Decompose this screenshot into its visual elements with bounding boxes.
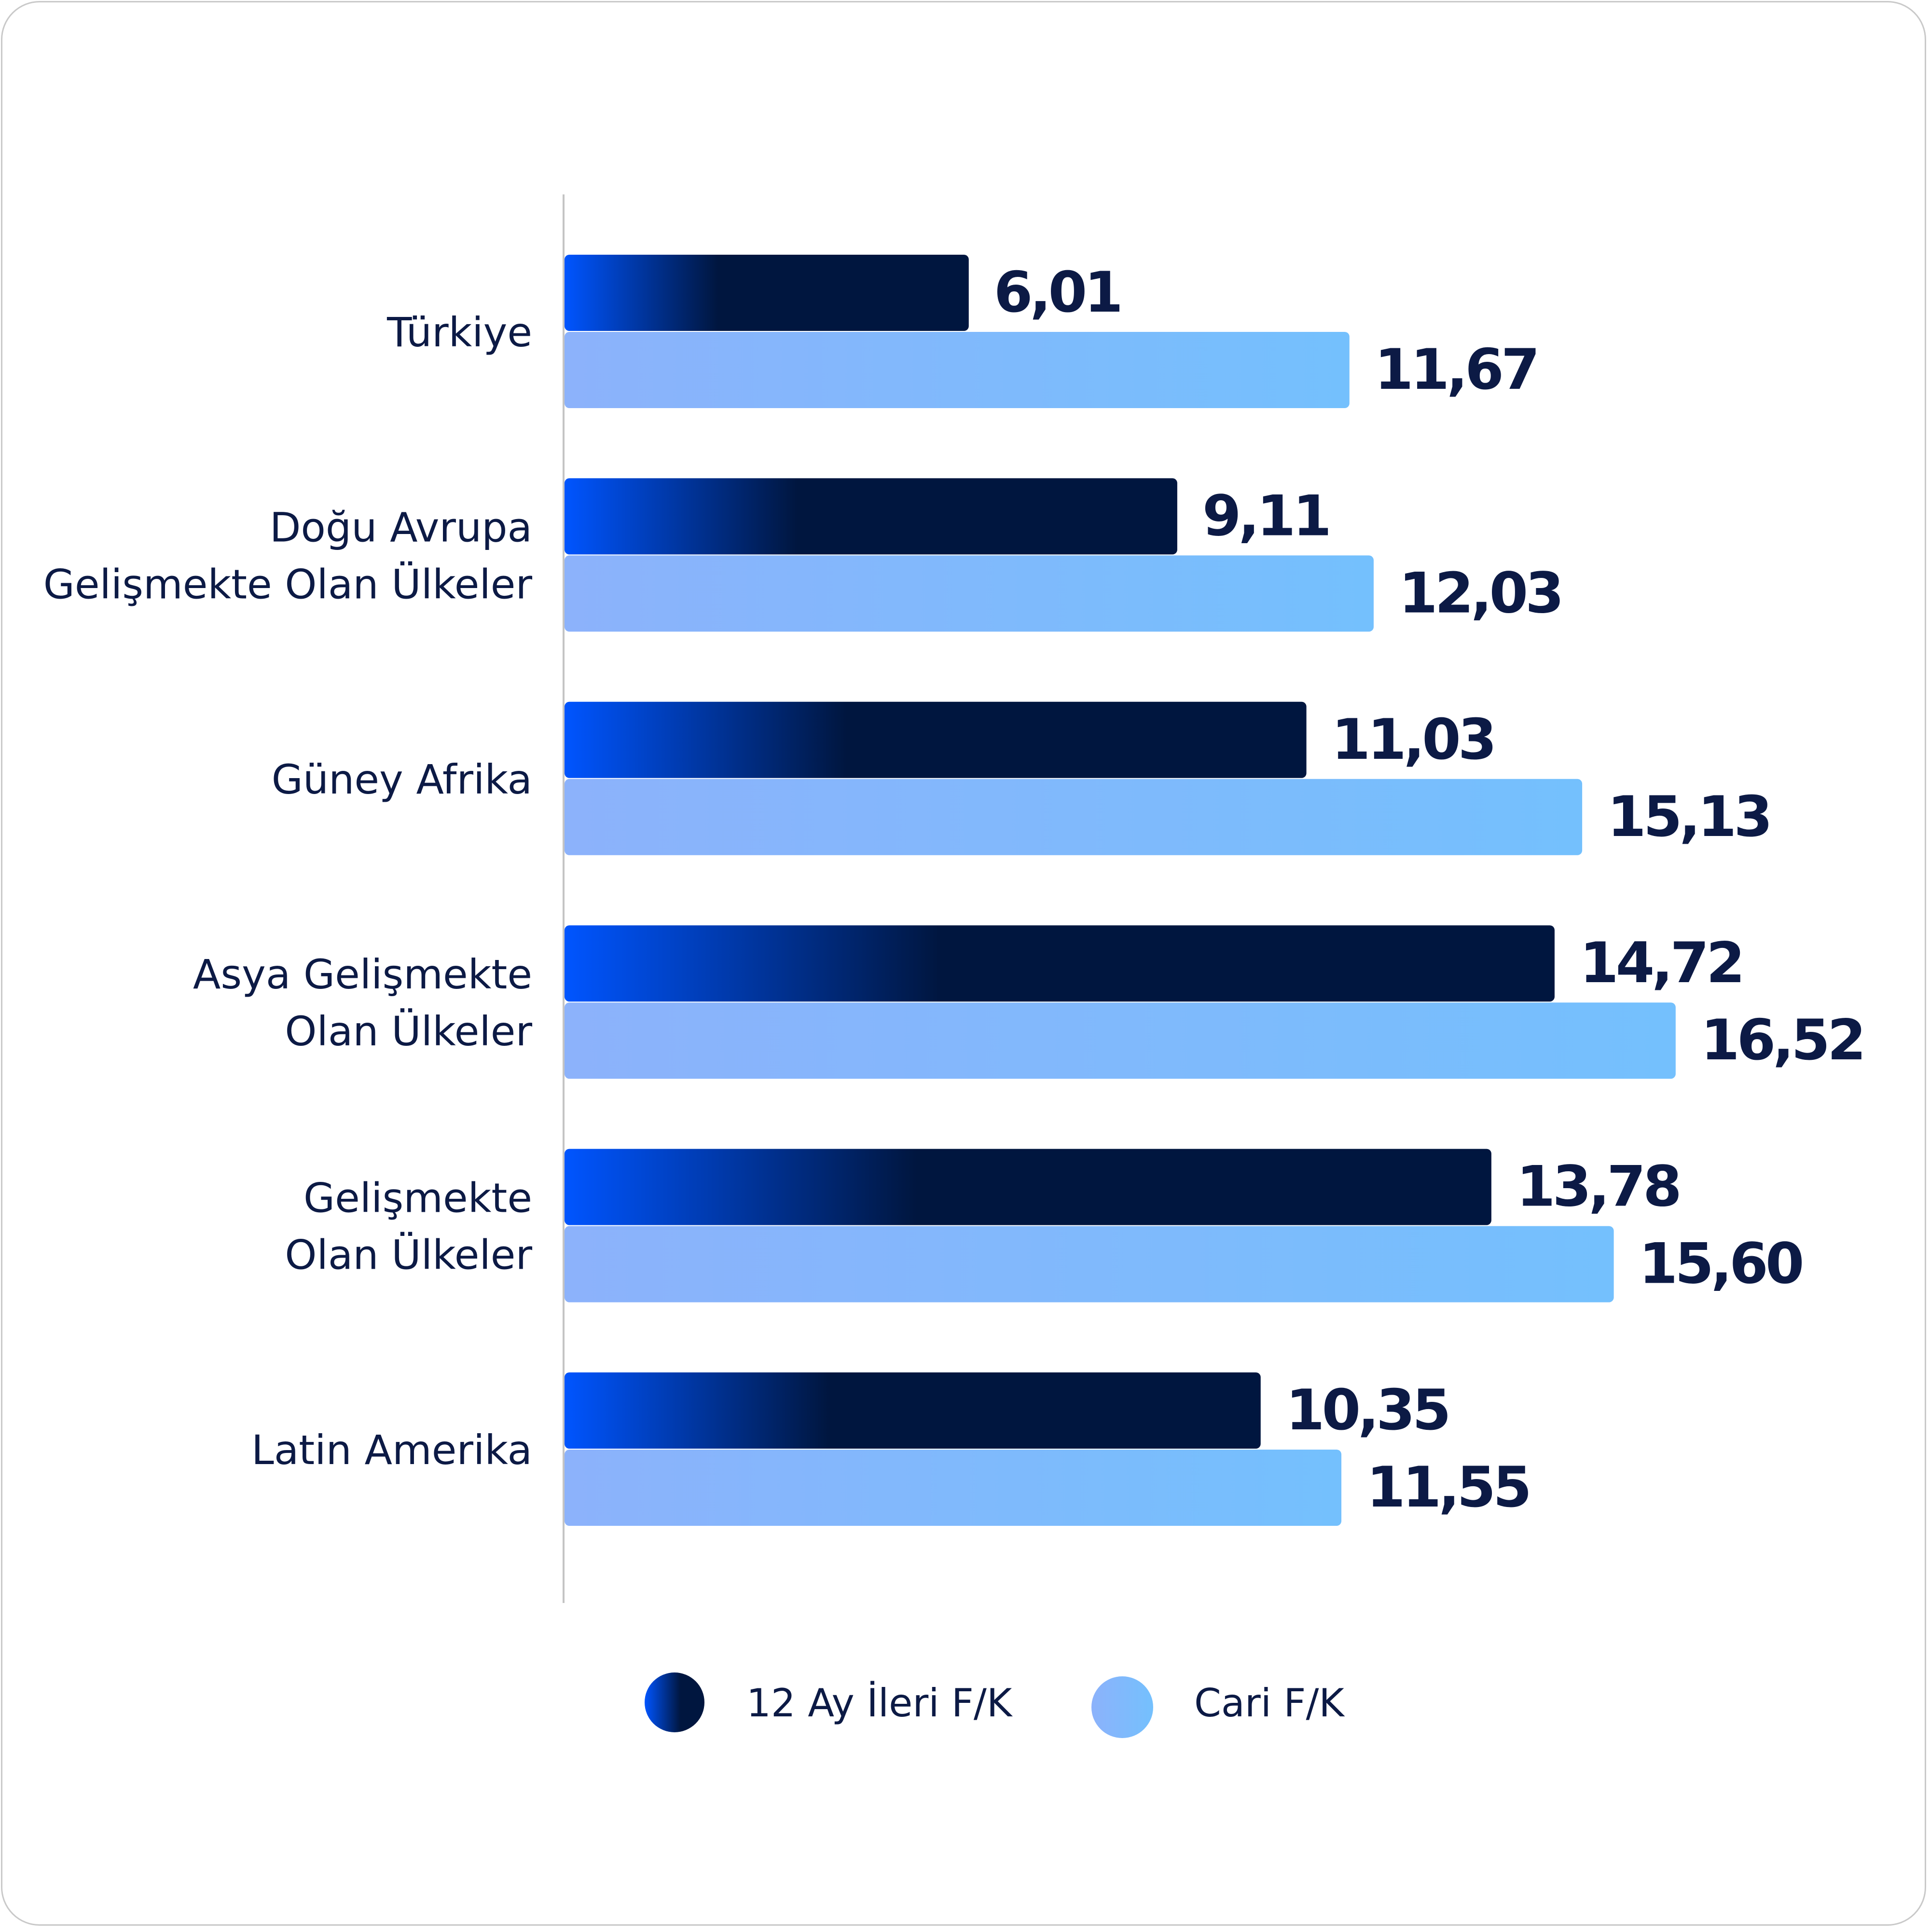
bar-current-pe bbox=[565, 1226, 1614, 1302]
bar-forward-pe bbox=[565, 1372, 1261, 1449]
data-label: 16,52 bbox=[1701, 1008, 1863, 1073]
category-label: Türkiye bbox=[386, 309, 532, 356]
bar-forward-pe bbox=[565, 1149, 1491, 1225]
data-label: 13,78 bbox=[1516, 1154, 1679, 1219]
category-label: Asya Gelişmekte bbox=[193, 951, 532, 998]
legend-swatch-current-pe bbox=[1091, 1676, 1153, 1738]
bars-layer bbox=[565, 255, 1676, 1526]
bar-current-pe bbox=[565, 332, 1350, 408]
data-label: 11,67 bbox=[1375, 337, 1537, 402]
legend-label-forward-pe: 12 Ay İleri F/K bbox=[746, 1681, 1013, 1726]
legend-label-current-pe: Cari F/K bbox=[1194, 1681, 1345, 1726]
labels-layer: Türkiye 6,01 11,67 Doğu Avrupa Gelişmekte Ol… bbox=[43, 260, 1866, 1520]
data-label: 11,03 bbox=[1332, 707, 1494, 772]
data-label: 9,11 bbox=[1202, 483, 1329, 548]
data-label: 10,35 bbox=[1286, 1378, 1448, 1443]
category-label: Güney Afrika bbox=[272, 756, 532, 803]
bar-forward-pe bbox=[565, 701, 1307, 778]
data-label: 6,01 bbox=[994, 260, 1120, 325]
category-label: Doğu Avrupa bbox=[270, 504, 532, 551]
bar-forward-pe bbox=[565, 478, 1177, 555]
data-label: 11,55 bbox=[1366, 1455, 1529, 1520]
bar-forward-pe bbox=[565, 255, 969, 331]
category-label: Olan Ülkeler bbox=[285, 1232, 532, 1279]
data-label: 15,13 bbox=[1607, 784, 1770, 850]
legend: 12 Ay İleri F/K Cari F/K bbox=[645, 1672, 1345, 1738]
bar-current-pe bbox=[565, 1450, 1342, 1526]
bar-current-pe bbox=[565, 1002, 1676, 1079]
data-label: 12,03 bbox=[1399, 561, 1561, 626]
category-label: Gelişmekte Olan Ülkeler bbox=[43, 561, 533, 608]
data-label: 14,72 bbox=[1580, 931, 1742, 996]
bar-current-pe bbox=[565, 779, 1583, 855]
bar-forward-pe bbox=[565, 925, 1555, 1002]
category-label: Latin Amerika bbox=[251, 1426, 532, 1474]
bar-current-pe bbox=[565, 555, 1374, 632]
category-label: Olan Ülkeler bbox=[285, 1008, 532, 1055]
data-label: 15,60 bbox=[1639, 1232, 1802, 1297]
category-label: Gelişmekte bbox=[303, 1175, 532, 1222]
legend-swatch-forward-pe bbox=[645, 1672, 704, 1732]
